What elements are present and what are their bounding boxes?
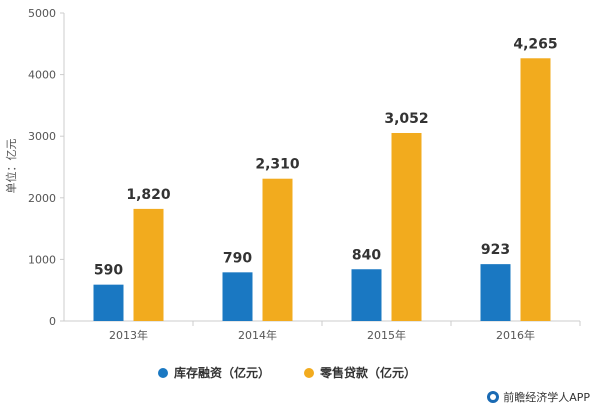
qianzhan-logo-icon xyxy=(487,391,500,403)
y-tick-label: 3000 xyxy=(28,130,56,143)
legend-dot-orange xyxy=(304,367,314,378)
data-label: 3,052 xyxy=(384,111,428,127)
chart-legend: 库存融资（亿元） 零售贷款（亿元） xyxy=(0,364,600,384)
y-tick-label: 5000 xyxy=(28,7,56,20)
data-label: 840 xyxy=(352,247,381,263)
data-label: 4,265 xyxy=(513,36,557,52)
legend-item-retail-loans: 零售贷款（亿元） xyxy=(304,364,416,381)
credit-text: 前瞻经济学人APP xyxy=(503,391,590,404)
bar-inventory-financing xyxy=(480,264,511,321)
bar-inventory-financing xyxy=(351,269,382,321)
legend-item-inventory-financing: 库存融资（亿元） xyxy=(158,364,270,381)
source-credit: 前瞻经济学人APP xyxy=(487,389,590,405)
legend-dot-blue xyxy=(158,367,168,378)
x-tick-label: 2013年 xyxy=(109,328,148,342)
bar-retail-loans xyxy=(133,208,164,321)
chart-axes: 0 1000 2000 3000 4000 5000 2013年 2014年 2015年 2016… xyxy=(28,7,581,342)
y-axis-label: 单位：亿元 xyxy=(4,139,18,194)
data-label: 790 xyxy=(223,250,252,266)
bar-inventory-financing xyxy=(93,284,124,321)
y-tick-label: 1000 xyxy=(28,253,56,266)
bar-retail-loans xyxy=(391,132,422,321)
x-tick-label: 2014年 xyxy=(238,328,277,342)
legend-label: 库存融资（亿元） xyxy=(174,366,271,380)
bar-retail-loans xyxy=(262,178,293,321)
data-label: 923 xyxy=(481,242,510,258)
x-tick-label: 2015年 xyxy=(367,328,406,342)
bar-retail-loans xyxy=(520,58,551,321)
y-tick-label: 0 xyxy=(49,315,56,328)
x-tick-label: 2016年 xyxy=(496,328,535,342)
chart-data-labels: 590 1,820 790 2,310 840 3,052 923 4,265 xyxy=(94,36,558,278)
bar-inventory-financing xyxy=(222,272,253,321)
y-tick-label: 2000 xyxy=(28,192,56,205)
chart-bars xyxy=(93,58,551,321)
legend-label: 零售贷款（亿元） xyxy=(320,366,417,380)
data-label: 1,820 xyxy=(126,187,171,203)
data-label: 2,310 xyxy=(255,157,300,173)
y-tick-label: 4000 xyxy=(28,69,56,82)
data-label: 590 xyxy=(94,263,123,279)
